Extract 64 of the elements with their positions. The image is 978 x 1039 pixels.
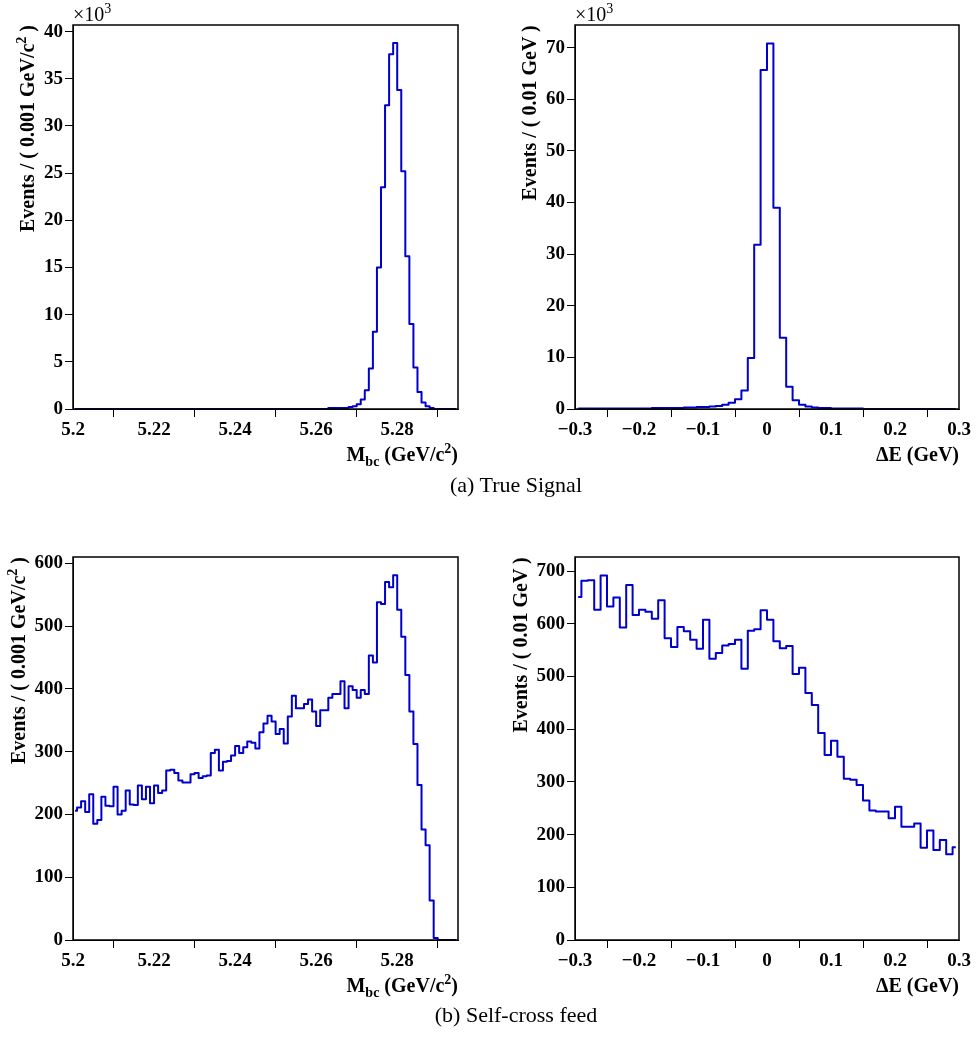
y-tick-label: 200 [536, 822, 565, 844]
x-tick-label: 5.2 [61, 949, 85, 971]
x-tick-label: −0.2 [621, 418, 657, 440]
x-axis-title: ΔE (GeV) [875, 443, 959, 466]
y-tick-label: 15 [44, 255, 63, 277]
y-tick-label: 0 [53, 396, 63, 418]
y-tick-label: 20 [44, 208, 63, 230]
x-tick-label: 5.26 [299, 949, 333, 971]
y-tick-label: 5 [53, 349, 63, 371]
x-tick-label: −0.3 [557, 949, 593, 971]
y-axis-title: Events / ( 0.001 GeV/c2 ) [4, 556, 30, 764]
x-tick-label: 0.1 [819, 418, 843, 440]
y-tick-label: 25 [44, 161, 63, 183]
x-tick-label: 5.28 [380, 418, 414, 440]
y-tick-label: 300 [34, 739, 63, 761]
text: (a) True Signal [449, 472, 583, 498]
x-axis-title: ΔE (GeV) [875, 974, 959, 997]
y-tick-label: 0 [555, 396, 565, 418]
y-tick-label: 10 [44, 302, 63, 324]
x-tick-label: 5.22 [137, 418, 171, 440]
x-tick-label: 0 [762, 418, 772, 440]
x-tick-label: 5.24 [218, 949, 253, 971]
y-tick-label: 70 [546, 35, 565, 57]
x-tick-label: −0.1 [685, 418, 721, 440]
y-tick-label: 50 [546, 138, 565, 160]
y-axis-title: Events / ( 0.001 GeV/c2 ) [14, 24, 39, 232]
x-tick-label: 0 [762, 949, 772, 971]
y-tick-label: 400 [536, 717, 565, 739]
x-tick-label: 0.2 [883, 418, 907, 440]
y-tick-label: 500 [536, 664, 565, 686]
x-tick-label: 5.22 [137, 949, 171, 971]
y-tick-label: 600 [536, 611, 565, 633]
y-tick-label: 0 [555, 927, 565, 949]
y-tick-label: 20 [546, 293, 565, 315]
x-tick-label: 5.24 [218, 418, 253, 440]
y-tick-label: 100 [34, 865, 63, 887]
y-tick-label: 40 [546, 190, 565, 212]
y-tick-label: 500 [34, 613, 63, 635]
y-tick-label: 700 [536, 559, 565, 581]
x-tick-label: 5.28 [380, 949, 414, 971]
y-tick-label: 40 [44, 19, 63, 41]
x-tick-label: 0.2 [883, 949, 907, 971]
y-tick-label: 10 [546, 345, 565, 367]
y-tick-label: 30 [546, 242, 565, 264]
y-tick-label: 300 [536, 769, 565, 791]
y-tick-label: 30 [44, 113, 63, 135]
y-axis-title: Events / ( 0.01 GeV ) [508, 557, 532, 733]
y-tick-label: 400 [34, 676, 63, 698]
x-tick-label: 5.2 [61, 418, 85, 440]
x-tick-label: 5.26 [299, 418, 333, 440]
y-tick-label: 100 [536, 875, 565, 897]
y-tick-label: 35 [44, 66, 63, 88]
x-tick-label: 0.3 [947, 418, 971, 440]
y-axis-title: Events / ( 0.01 GeV ) [518, 25, 541, 201]
y-tick-label: 0 [53, 927, 63, 949]
x-tick-label: −0.2 [621, 949, 657, 971]
x-tick-label: −0.1 [685, 949, 721, 971]
x-tick-label: 0.3 [947, 949, 971, 971]
x-tick-label: −0.3 [557, 418, 593, 440]
y-tick-label: 600 [34, 551, 63, 573]
y-tick-label: 60 [546, 87, 565, 109]
y-tick-label: 200 [34, 802, 63, 824]
x-tick-label: 0.1 [819, 949, 843, 971]
text: (b) Self-cross feed [433, 1002, 599, 1028]
